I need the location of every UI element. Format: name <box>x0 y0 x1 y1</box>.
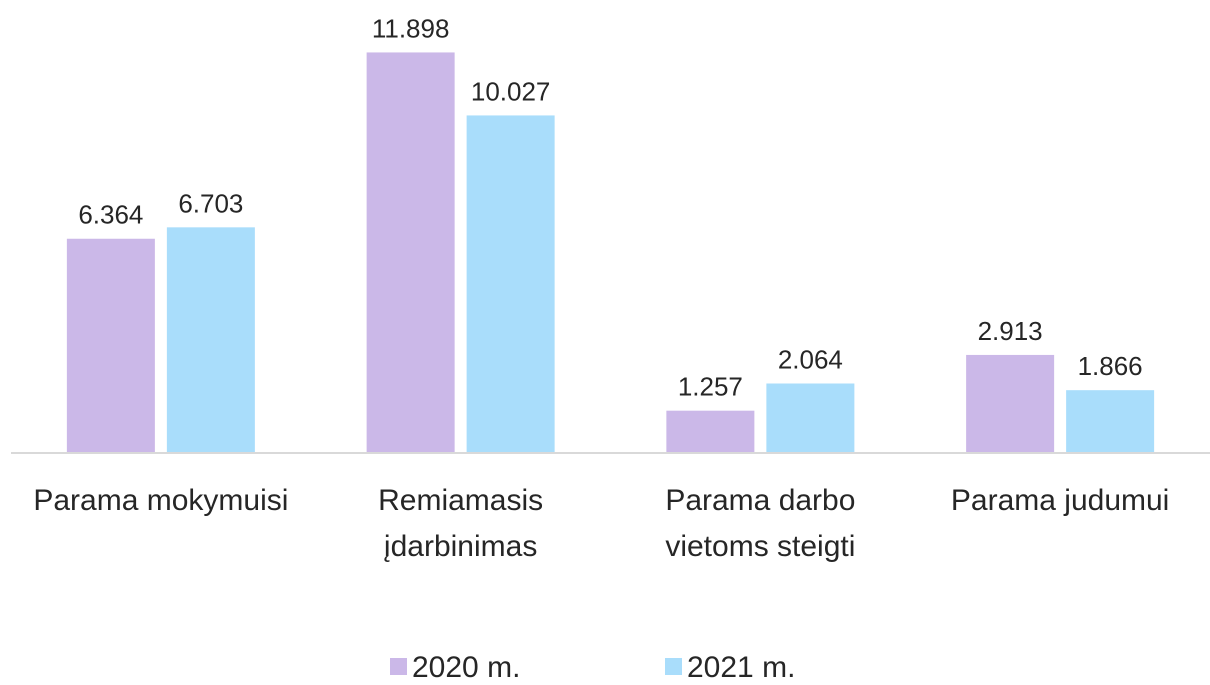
data-label: 6.364 <box>78 200 143 230</box>
bar <box>1066 390 1155 453</box>
bar <box>666 410 755 453</box>
legend-label: 2020 m. <box>412 651 520 684</box>
x-tick-label: Parama mokymuisi <box>33 484 289 517</box>
data-label: 11.898 <box>372 13 450 43</box>
bar <box>966 354 1055 453</box>
legend-label: 2021 m. <box>687 651 795 684</box>
bar <box>366 52 455 454</box>
data-label: 2.913 <box>978 316 1043 346</box>
x-tick-label: Parama darbo vietoms steigti <box>665 484 856 563</box>
bar <box>466 115 555 454</box>
legend-swatch <box>390 658 407 675</box>
data-label: 6.703 <box>178 188 243 218</box>
x-tick-label: Remiamasis įdarbinimas <box>378 484 544 563</box>
data-label: 2.064 <box>778 345 843 375</box>
bar <box>766 383 855 453</box>
data-label: 1.257 <box>678 372 743 402</box>
data-label: 1.866 <box>1078 351 1143 381</box>
data-label: 10.027 <box>471 76 551 106</box>
x-tick-label: Parama judumui <box>950 484 1170 517</box>
bar <box>166 227 255 453</box>
bar <box>66 238 155 453</box>
legend-swatch <box>665 658 682 675</box>
